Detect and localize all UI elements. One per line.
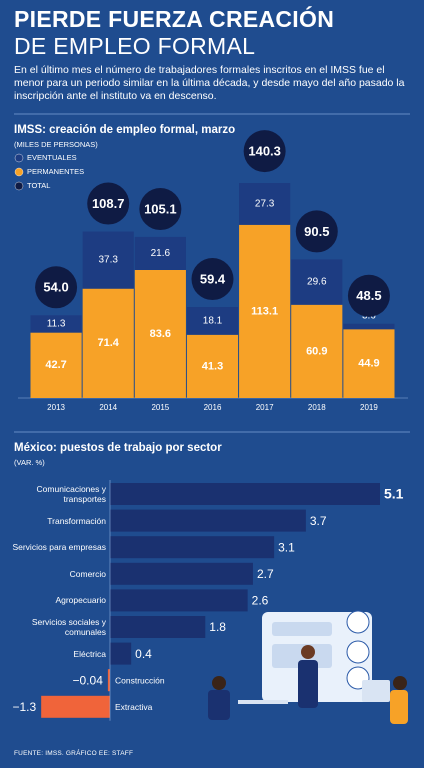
value-label: 27.3 bbox=[255, 199, 275, 210]
illustration bbox=[208, 610, 408, 724]
value-label: 2.6 bbox=[252, 594, 269, 608]
total-label: 59.4 bbox=[200, 271, 226, 286]
category-label: Servicios para empresas bbox=[12, 542, 106, 553]
total-marker bbox=[87, 182, 130, 225]
bar bbox=[110, 616, 206, 638]
x-tick-label: 2018 bbox=[308, 403, 326, 412]
value-label: 18.1 bbox=[203, 316, 223, 327]
legend-swatch bbox=[14, 167, 24, 177]
total-label: 48.5 bbox=[356, 288, 381, 303]
value-label: −0.04 bbox=[73, 673, 104, 687]
bar-segment bbox=[239, 224, 291, 398]
total-marker bbox=[35, 266, 78, 309]
bar-segment bbox=[30, 332, 82, 398]
bar-segment bbox=[291, 259, 343, 305]
bar bbox=[110, 562, 253, 585]
value-label: 2.7 bbox=[257, 567, 274, 581]
value-label: 113.1 bbox=[251, 305, 278, 317]
bar-segment bbox=[186, 334, 239, 398]
description: En el último mes el número de trabajador… bbox=[14, 64, 405, 102]
title: PIERDE FUERZA CREACIÓN bbox=[14, 6, 335, 32]
legend-label: PERMANENTES bbox=[27, 167, 84, 176]
x-tick-label: 2013 bbox=[47, 403, 65, 412]
bar-segment bbox=[134, 269, 186, 398]
value-label: 71.4 bbox=[98, 337, 120, 349]
total-label: 90.5 bbox=[304, 224, 329, 239]
category-label: Transformación bbox=[47, 515, 106, 526]
legend-label: TOTAL bbox=[27, 181, 50, 190]
category-label: Eléctrica bbox=[73, 648, 106, 659]
total-marker bbox=[347, 274, 390, 317]
value-label: 5.1 bbox=[384, 486, 404, 502]
category-label: Comercio bbox=[69, 568, 106, 579]
chart-title: IMSS: creación de empleo formal, marzo bbox=[14, 124, 236, 136]
category-label: Agropecuario bbox=[55, 595, 106, 606]
bar-segment bbox=[291, 304, 343, 398]
value-label: −1.3 bbox=[12, 700, 36, 714]
x-tick-label: 2019 bbox=[360, 403, 378, 412]
bar-segment bbox=[30, 315, 82, 333]
legend-swatch bbox=[14, 153, 24, 163]
bar bbox=[41, 695, 111, 718]
source: FUENTE: IMSS. GRÁFICO EE: STAFF bbox=[14, 750, 134, 757]
title: DE EMPLEO FORMAL bbox=[14, 33, 256, 59]
total-marker bbox=[243, 130, 286, 173]
chart-title: México: puestos de trabajo por sector bbox=[14, 442, 222, 454]
total-marker bbox=[295, 210, 338, 253]
value-label: 41.3 bbox=[202, 360, 223, 372]
value-label: 83.6 bbox=[150, 328, 171, 340]
x-tick-label: 2014 bbox=[99, 403, 117, 412]
legend-label: EVENTUALES bbox=[27, 153, 77, 162]
value-label: 21.6 bbox=[151, 248, 171, 259]
bar-segment bbox=[186, 307, 239, 335]
legend-swatch bbox=[14, 181, 24, 191]
bar-segment bbox=[82, 231, 134, 289]
bar bbox=[110, 642, 132, 665]
value-label: 42.7 bbox=[45, 359, 66, 371]
value-label: 0.4 bbox=[135, 647, 152, 661]
value-label: 60.9 bbox=[306, 345, 327, 357]
bar bbox=[107, 669, 110, 692]
value-label: 3.1 bbox=[278, 540, 295, 554]
total-label: 108.7 bbox=[92, 196, 125, 211]
category-label: Extractiva bbox=[115, 702, 153, 712]
bar-segment bbox=[82, 288, 134, 398]
value-label: 44.9 bbox=[358, 358, 379, 370]
category-label: Comunicaciones y transportes bbox=[36, 484, 106, 504]
bar-segment bbox=[343, 323, 395, 330]
value-label: 3.7 bbox=[310, 514, 327, 528]
total-label: 140.3 bbox=[248, 144, 281, 159]
total-marker bbox=[139, 188, 182, 231]
chart-subtitle: (MILES DE PERSONAS) bbox=[14, 140, 98, 149]
total-label: 54.0 bbox=[43, 280, 68, 295]
bar-segment bbox=[343, 329, 395, 398]
bar-segment bbox=[134, 236, 186, 270]
bar bbox=[110, 536, 275, 559]
value-label: 11.3 bbox=[47, 319, 66, 330]
bar-segment bbox=[239, 183, 291, 225]
bar bbox=[110, 509, 306, 532]
total-label: 105.1 bbox=[144, 201, 177, 216]
value-label: 37.3 bbox=[98, 255, 118, 266]
value-label: 29.6 bbox=[307, 277, 327, 288]
category-label: Construcción bbox=[115, 675, 165, 685]
category-label: Servicios sociales y comunales bbox=[31, 617, 106, 637]
value-label: 1.8 bbox=[209, 620, 226, 634]
total-marker bbox=[191, 258, 234, 301]
x-tick-label: 2017 bbox=[256, 403, 274, 412]
bar bbox=[110, 589, 248, 612]
bar bbox=[110, 483, 380, 505]
chart-subtitle: (VAR. %) bbox=[14, 458, 45, 467]
x-tick-label: 2016 bbox=[204, 403, 222, 412]
x-tick-label: 2015 bbox=[151, 403, 169, 412]
